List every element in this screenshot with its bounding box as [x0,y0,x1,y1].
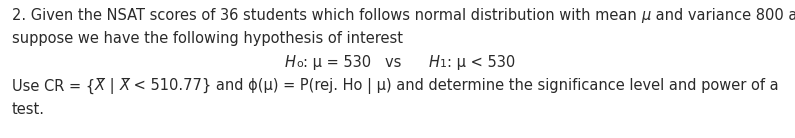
Text: : μ < 530: : μ < 530 [447,55,515,70]
Text: 2. Given the NSAT scores of 36 students which follows normal distribution with m: 2. Given the NSAT scores of 36 students … [12,8,642,23]
Text: and variance 800 and: and variance 800 and [650,8,795,23]
Text: suppose we have the following hypothesis of interest: suppose we have the following hypothesis… [12,31,403,47]
Text: X̅: X̅ [119,79,130,94]
Text: |: | [105,79,119,95]
Text: < 510.77} and ϕ(μ) = P(rej. Ho | μ) and determine the significance level and pow: < 510.77} and ϕ(μ) = P(rej. Ho | μ) and … [130,79,779,95]
Text: X̅: X̅ [95,79,105,94]
Text: test.: test. [12,102,45,117]
Text: H: H [285,55,296,70]
Text: Use CR = {: Use CR = { [12,79,95,94]
Text: H: H [429,55,440,70]
Text: o: o [296,59,303,69]
Text: μ: μ [642,8,650,23]
Text: 1: 1 [440,59,447,69]
Text: : μ = 530   vs: : μ = 530 vs [303,55,401,70]
